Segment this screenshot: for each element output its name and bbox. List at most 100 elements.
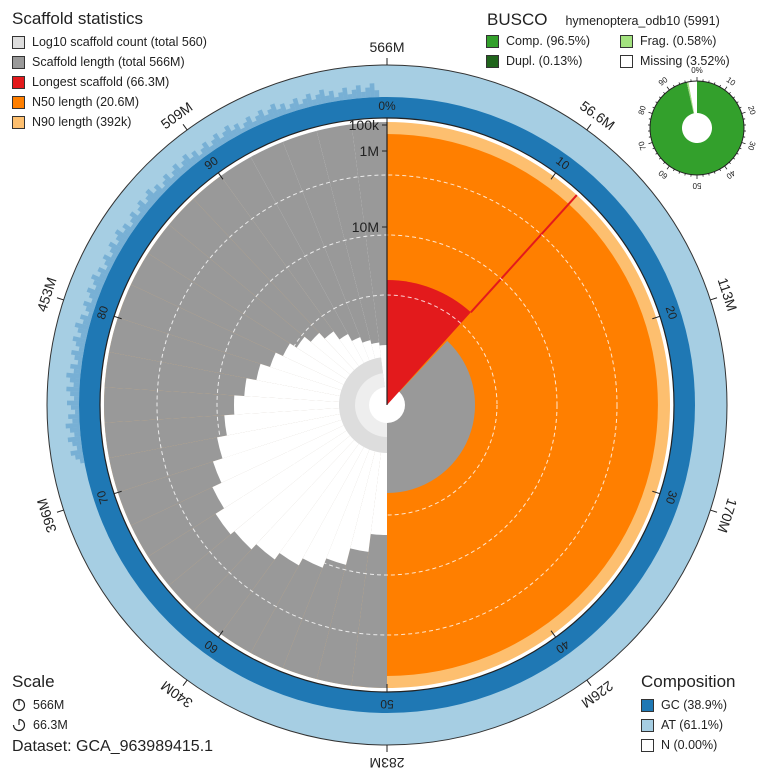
legend-label: Longest scaffold (66.3M) (32, 75, 170, 89)
legend-label: Missing (3.52%) (640, 54, 730, 68)
busco-tick (713, 171, 716, 174)
busco-item-missing: Missing (3.52%) (620, 51, 750, 71)
gc-variation (369, 83, 375, 98)
gc-variation (355, 85, 362, 99)
gc-variation (292, 97, 301, 111)
legend-label: Scaffold length (total 566M) (32, 55, 185, 69)
busco-duplicated-slice (686, 82, 694, 114)
busco-tick (713, 82, 716, 85)
gc-variation (65, 422, 80, 429)
length-tick-label: 453M (34, 275, 60, 313)
busco-tick (719, 168, 721, 172)
length-tick-label: 226M (579, 678, 617, 712)
gc-variation (162, 179, 172, 189)
gc-variation (79, 458, 85, 464)
percent-tick-label: 0% (378, 99, 396, 113)
gc-variation (75, 341, 86, 348)
radial-scale-label: 10M (352, 219, 379, 235)
gc-variation (302, 98, 309, 109)
busco-tick-label: 0% (691, 66, 703, 75)
scaffold-length-slice (316, 124, 387, 405)
busco-tick (648, 111, 653, 114)
scaffold-area (103, 122, 671, 688)
swatch-n (641, 738, 654, 752)
percent-tick-label: 20 (663, 304, 681, 321)
radial-scale-label: 100k (349, 117, 380, 133)
gc-variation (137, 212, 145, 219)
legend-item-n90: N90 length (392k) (12, 112, 207, 132)
busco-tick (678, 82, 681, 85)
legend-item-length: Scaffold length (total 566M) (12, 52, 207, 72)
scale-arc-icon (12, 718, 26, 732)
gc-variation (231, 128, 239, 138)
legend-label: Comp. (96.5%) (506, 34, 591, 48)
gc-variation (276, 108, 284, 117)
swatch-missing (620, 54, 633, 68)
gc-variation (145, 188, 159, 202)
gc-variation (78, 346, 85, 353)
busco-tick (655, 101, 658, 104)
gc-variation (245, 116, 255, 129)
dataset-label: Dataset: GCA_963989415.1 (12, 738, 214, 755)
gc-variation (104, 260, 114, 268)
busco-tick (724, 165, 728, 170)
gc-variation (240, 127, 247, 133)
gc-variation (73, 368, 82, 375)
gc-variation (318, 89, 327, 104)
composition-item-at: AT (61.1%) (641, 715, 736, 735)
scale-label: 566M (33, 698, 65, 712)
gc-variation (90, 274, 106, 284)
gc-variation (123, 229, 132, 237)
legend-label: N90 length (392k) (32, 115, 132, 129)
swatch-fragmented (620, 34, 633, 48)
busco-tick (652, 106, 655, 109)
legend-item-longest: Longest scaffold (66.3M) (12, 72, 207, 92)
gc-variation (82, 300, 96, 309)
gc-variation (153, 190, 162, 199)
gc-variation (91, 298, 98, 305)
gc-variation (130, 223, 137, 230)
gc-variation (66, 372, 81, 379)
n50-band (387, 134, 658, 676)
gc-variation (162, 173, 175, 186)
busco-header: BUSCO hymenoptera_odb10 (5991) (487, 10, 720, 30)
gc-variation (279, 103, 288, 115)
gc-variation (254, 114, 263, 126)
gc-variation (201, 141, 213, 154)
percent-tick (217, 172, 224, 180)
length-tick-label: 340M (158, 678, 196, 712)
gc-variation (76, 445, 83, 451)
gc-variation (67, 400, 80, 406)
busco-tick (739, 147, 742, 150)
scaffold-length-cutout (234, 395, 387, 415)
gc-variation (80, 333, 88, 339)
length-tick (56, 509, 64, 513)
gc-variation (116, 241, 125, 249)
gc-variation (243, 121, 251, 131)
gc-variation (324, 95, 331, 104)
scaffold-length-slice (250, 141, 387, 405)
scaffold-length-cutout (215, 405, 387, 535)
gc-variation (342, 87, 349, 101)
gc-variation (114, 229, 129, 241)
length-tick-label: 170M (714, 496, 740, 534)
percent-tick-label: 80 (94, 304, 112, 321)
length-tick-label: 566M (369, 39, 404, 55)
gc-variation (289, 103, 297, 113)
gc-variation (365, 87, 371, 98)
legend-label: GC (38.9%) (661, 698, 727, 712)
gc-variation (252, 120, 259, 127)
busco-tick (736, 101, 739, 104)
busco-lineage: hymenoptera_odb10 (5991) (565, 14, 720, 28)
legend-label: Frag. (0.58%) (640, 34, 717, 48)
busco-tick-label: 70 (636, 140, 647, 152)
gc-variation (88, 293, 99, 301)
busco-tick (655, 152, 658, 155)
busco-tick (736, 152, 739, 155)
busco-tick (732, 157, 736, 160)
gc-variation (191, 150, 202, 162)
gc-variation (172, 163, 185, 177)
gc-variation (199, 153, 206, 160)
busco-tick-label: 90 (657, 75, 670, 88)
busco-tick (652, 147, 655, 150)
